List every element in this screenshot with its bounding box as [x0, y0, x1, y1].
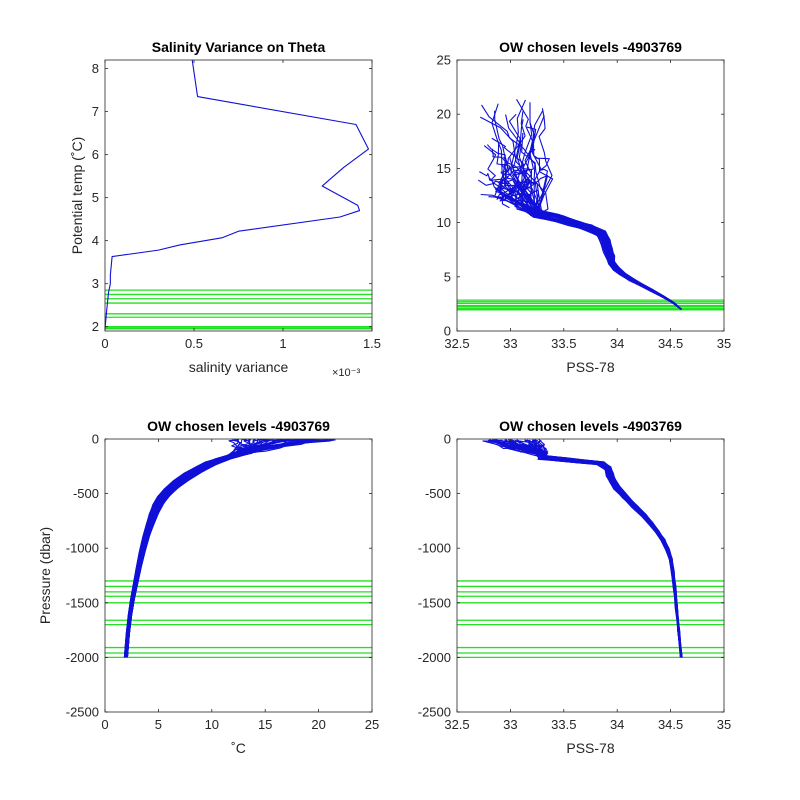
temperature-profile: [124, 439, 298, 658]
p4-plot-lines: [457, 439, 724, 659]
y-tick-label: -2000: [418, 650, 451, 665]
salinity-profile: [534, 439, 683, 658]
y-tick-label: -1500: [418, 595, 451, 610]
p1-title: Salinity Variance on Theta: [152, 39, 326, 55]
y-tick-label: -2000: [66, 650, 99, 665]
x-tick-label: 32.5: [444, 717, 469, 732]
y-tick-label: 5: [444, 269, 451, 284]
panel-temperature-pressure: 0 5 10 15 20 25 0 -500 -1000 -1500 -2000 -2500 OW c…: [37, 418, 379, 756]
p3-title: OW chosen levels -4903769: [147, 418, 330, 434]
p2-ticks: 32.5 33 33.5 34 34.5 35 0 5 10 15 20 25: [437, 53, 732, 352]
p4-axes-frame: [456, 438, 725, 713]
p2-title: OW chosen levels -4903769: [499, 39, 682, 55]
p4-profiles: [457, 439, 724, 659]
x-tick-label: 25: [365, 717, 379, 732]
x-tick-label: 20: [311, 717, 325, 732]
x-tick-label: 0: [101, 717, 108, 732]
p1-axes-frame: [104, 59, 373, 332]
panel-salinity-variance: 0 0.5 1 1.5 2 3 4 5 6 7 8 Salinity Variance on The…: [69, 39, 381, 379]
y-tick-label: 0: [444, 432, 451, 447]
x-tick-label: 33: [503, 336, 517, 351]
p4-title: OW chosen levels -4903769: [499, 418, 682, 434]
y-tick-label: 15: [437, 161, 451, 176]
ts-profile: [505, 114, 682, 310]
y-tick-label: 0: [444, 324, 451, 339]
y-tick-label: -1500: [66, 595, 99, 610]
p1-ylabel: Potential temp (˚C): [69, 137, 85, 254]
y-tick-label: 8: [92, 61, 99, 76]
p1-xlabel: salinity variance: [189, 359, 289, 375]
p2-xlabel: PSS-78: [566, 359, 614, 375]
x-tick-label: 10: [205, 717, 219, 732]
x-tick-label: 0: [101, 336, 108, 351]
p3-ticks: 0 5 10 15 20 25 0 -500 -1000 -1500 -2000 -2500: [66, 432, 379, 733]
x-tick-label: 34.5: [658, 336, 683, 351]
x-tick-label: 35: [717, 336, 731, 351]
x-tick-label: 0.5: [185, 336, 203, 351]
p1-x-exponent: ×10⁻³: [332, 367, 360, 379]
x-tick-label: 35: [717, 717, 731, 732]
ts-profile: [494, 110, 682, 310]
p2-plot-lines: [457, 99, 724, 311]
y-tick-label: -1000: [418, 541, 451, 556]
y-tick-label: -1000: [66, 541, 99, 556]
p2-profiles: [457, 99, 724, 311]
y-tick-label: -2500: [418, 705, 451, 720]
y-tick-label: 5: [92, 190, 99, 205]
p3-xlabel: ˚C: [231, 740, 246, 756]
p3-ylabel: Pressure (dbar): [37, 527, 53, 624]
ts-profile: [516, 99, 682, 310]
y-tick-label: 0: [92, 432, 99, 447]
y-tick-label: 10: [437, 215, 451, 230]
x-tick-label: 34: [610, 336, 624, 351]
x-tick-label: 1.5: [363, 336, 381, 351]
x-tick-label: 5: [155, 717, 162, 732]
y-tick-label: -2500: [66, 705, 99, 720]
p3-profiles: [105, 439, 372, 659]
x-tick-label: 1: [279, 336, 286, 351]
y-tick-label: 2: [92, 319, 99, 334]
p3-plot-lines: [105, 439, 372, 659]
y-tick-label: 25: [437, 53, 451, 68]
panel-salinity-theta: 32.5 33 33.5 34 34.5 35 0 5 10 15 20 25 OW chosen l…: [437, 39, 732, 375]
y-tick-label: -500: [425, 486, 451, 501]
p1-ticks: 0 0.5 1 1.5 2 3 4 5 6 7 8: [92, 60, 381, 351]
x-tick-label: 33.5: [551, 717, 576, 732]
salinity-profile: [532, 439, 683, 658]
p3-axes-frame: [104, 438, 373, 713]
x-tick-label: 15: [258, 717, 272, 732]
variance-curve: [104, 59, 369, 329]
x-tick-label: 34: [610, 717, 624, 732]
y-tick-label: 7: [92, 104, 99, 119]
temperature-profile: [126, 439, 249, 658]
p1-plot-lines: [104, 59, 372, 330]
p2-axes-frame: [456, 59, 725, 332]
y-tick-label: -500: [73, 486, 99, 501]
x-tick-label: 33: [503, 717, 517, 732]
x-tick-label: 34.5: [658, 717, 683, 732]
y-tick-label: 3: [92, 276, 99, 291]
y-tick-label: 20: [437, 107, 451, 122]
p4-ticks: 32.5 33 33.5 34 34.5 35 0 -500 -1000 -1500 -2000 -2…: [418, 432, 731, 733]
p4-xlabel: PSS-78: [566, 740, 614, 756]
y-tick-label: 6: [92, 147, 99, 162]
temperature-profile: [124, 439, 248, 658]
temperature-profile: [125, 439, 318, 658]
panel-salinity-pressure: 32.5 33 33.5 34 34.5 35 0 -500 -1000 -1500 -2000 -2…: [418, 418, 731, 756]
y-tick-label: 4: [92, 233, 99, 248]
x-tick-label: 32.5: [444, 336, 469, 351]
x-tick-label: 33.5: [551, 336, 576, 351]
